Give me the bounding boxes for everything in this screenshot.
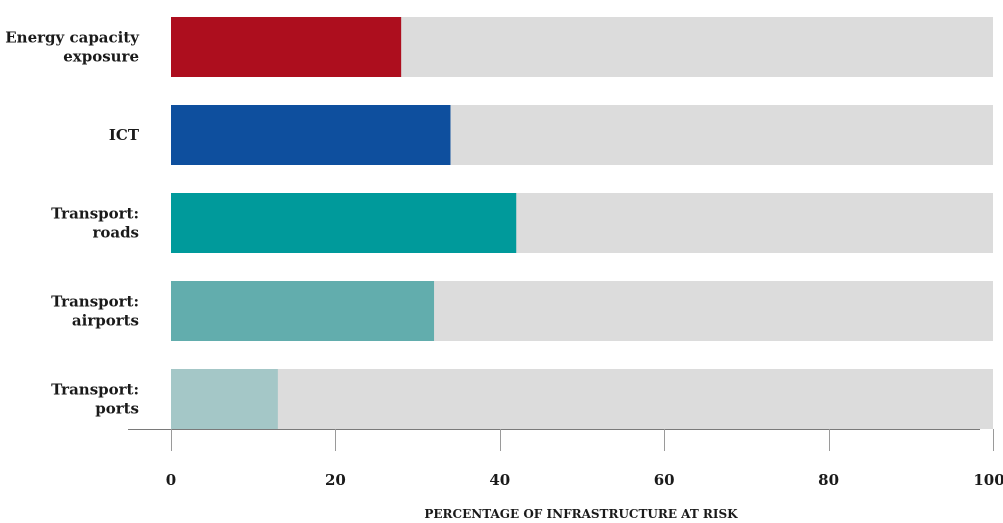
category-label: Transport:	[51, 293, 139, 311]
category-labels: Energy capacityexposureICTTransport:road…	[5, 29, 140, 418]
x-tick-label: 60	[654, 471, 675, 489]
bar	[171, 17, 402, 77]
category-label: Transport:	[51, 205, 139, 223]
bars	[171, 17, 517, 429]
x-tick-labels: 0 20 40 60 80 100	[166, 471, 1003, 489]
x-axis-title: PERCENTAGE OF INFRASTRUCTURE AT RISK	[424, 507, 738, 521]
bar	[171, 369, 278, 429]
bar-tracks	[171, 17, 993, 429]
category-label: ports	[95, 400, 139, 418]
category-label: exposure	[63, 48, 139, 66]
category-label: Energy capacity	[5, 29, 140, 47]
x-tick-label: 0	[166, 471, 176, 489]
bar-track	[171, 369, 993, 429]
x-tick-label: 20	[325, 471, 346, 489]
x-tick-label: 100	[973, 471, 1003, 489]
category-label: ICT	[109, 126, 140, 144]
bar	[171, 193, 517, 253]
category-label: airports	[72, 312, 139, 330]
category-label: Transport:	[51, 381, 139, 399]
x-ticks	[171, 429, 994, 451]
x-tick-label: 80	[818, 471, 839, 489]
bar	[171, 281, 435, 341]
category-label: roads	[92, 224, 139, 242]
bar	[171, 105, 451, 165]
x-tick-label: 40	[489, 471, 510, 489]
